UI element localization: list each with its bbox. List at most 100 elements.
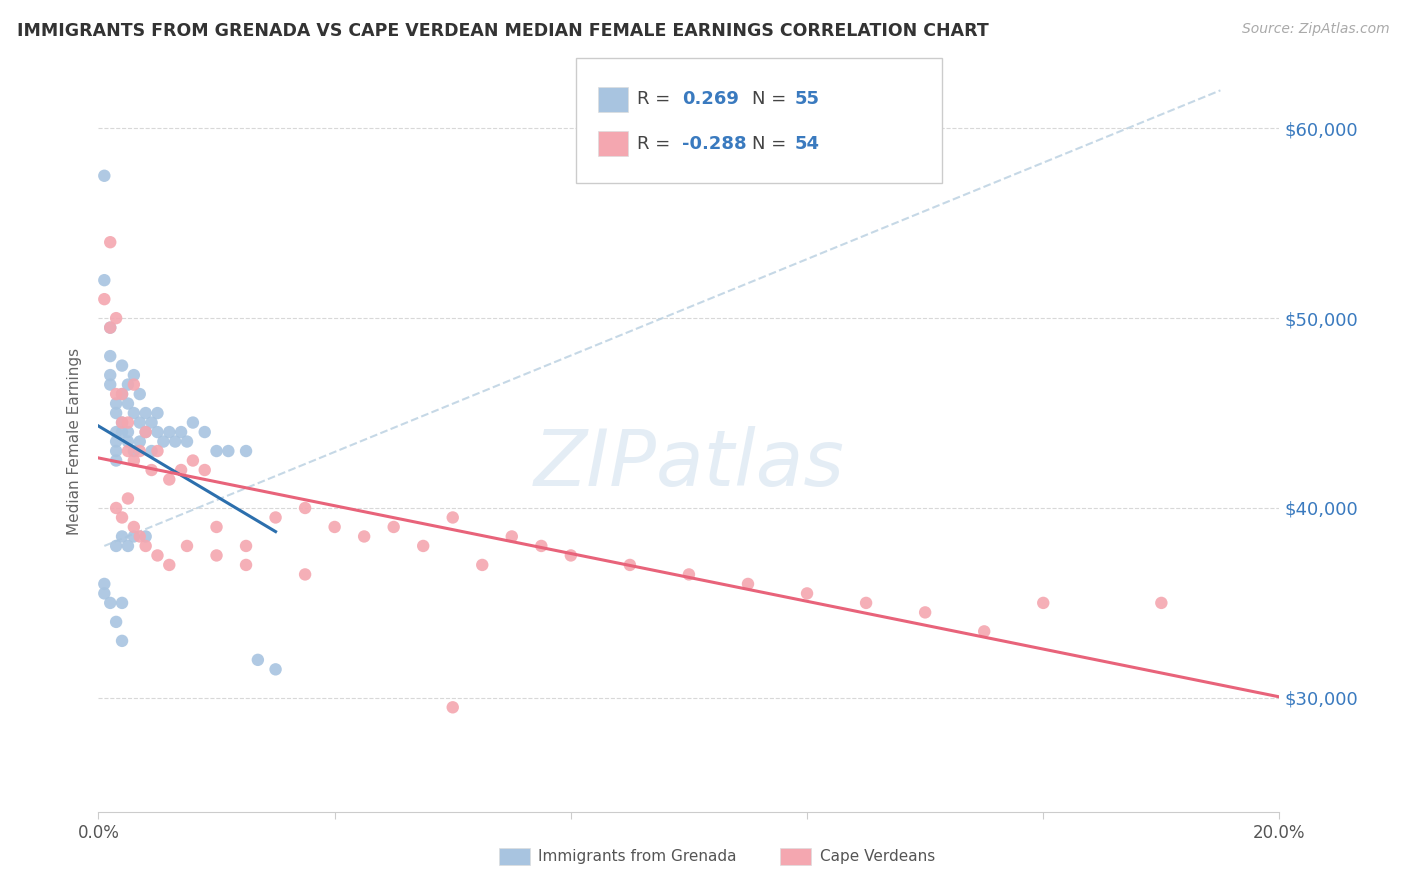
Point	[111, 359, 134, 373]
Text: Cape Verdeans: Cape Verdeans	[820, 849, 935, 864]
Point	[170, 425, 193, 439]
Point	[105, 434, 128, 449]
Point	[235, 444, 257, 458]
Point	[117, 377, 139, 392]
Point	[1150, 596, 1173, 610]
Point	[205, 520, 228, 534]
Point	[105, 539, 128, 553]
Point	[501, 529, 523, 543]
Text: -0.288: -0.288	[682, 135, 747, 153]
Text: 55: 55	[794, 90, 820, 108]
Point	[973, 624, 995, 639]
Point	[122, 406, 145, 420]
Point	[170, 463, 193, 477]
Point	[1032, 596, 1054, 610]
Point	[217, 444, 239, 458]
Point	[128, 416, 150, 430]
Point	[128, 434, 150, 449]
Point	[737, 577, 759, 591]
Text: N =: N =	[752, 135, 792, 153]
Point	[181, 416, 204, 430]
Point	[205, 549, 228, 563]
Point	[117, 539, 139, 553]
Point	[111, 596, 134, 610]
Point	[146, 444, 169, 458]
Point	[264, 510, 287, 524]
Point	[117, 425, 139, 439]
Point	[98, 596, 121, 610]
Point	[117, 491, 139, 506]
Point	[176, 539, 198, 553]
Point	[105, 615, 128, 629]
Point	[98, 320, 121, 334]
Point	[105, 500, 128, 515]
Point	[111, 416, 134, 430]
Point	[105, 396, 128, 410]
Point	[128, 444, 150, 458]
Point	[105, 311, 128, 326]
Point	[412, 539, 434, 553]
Point	[93, 586, 115, 600]
Point	[128, 529, 150, 543]
Point	[176, 434, 198, 449]
Point	[135, 425, 157, 439]
Point	[146, 549, 169, 563]
Text: R =: R =	[637, 135, 676, 153]
Point	[855, 596, 877, 610]
Point	[93, 273, 115, 287]
Text: 0.269: 0.269	[682, 90, 738, 108]
Point	[146, 425, 169, 439]
Point	[93, 169, 115, 183]
Point	[98, 377, 121, 392]
Point	[205, 444, 228, 458]
Point	[181, 453, 204, 467]
Text: Source: ZipAtlas.com: Source: ZipAtlas.com	[1241, 22, 1389, 37]
Point	[122, 520, 145, 534]
Point	[111, 633, 134, 648]
Point	[157, 473, 180, 487]
Point	[93, 292, 115, 306]
Point	[135, 425, 157, 439]
Point	[117, 416, 139, 430]
Point	[111, 425, 134, 439]
Text: ZIPatlas: ZIPatlas	[533, 425, 845, 502]
Text: 54: 54	[794, 135, 820, 153]
Point	[122, 368, 145, 383]
Point	[122, 444, 145, 458]
Point	[105, 453, 128, 467]
Point	[146, 406, 169, 420]
Point	[122, 453, 145, 467]
Point	[382, 520, 405, 534]
Point	[441, 700, 464, 714]
Point	[471, 558, 494, 572]
Text: R =: R =	[637, 90, 676, 108]
Point	[235, 539, 257, 553]
Point	[235, 558, 257, 572]
Point	[122, 529, 145, 543]
Point	[264, 662, 287, 676]
Point	[619, 558, 641, 572]
Point	[111, 387, 134, 401]
Point	[246, 653, 269, 667]
Point	[560, 549, 582, 563]
Point	[105, 387, 128, 401]
Point	[157, 558, 180, 572]
Point	[353, 529, 375, 543]
Point	[111, 416, 134, 430]
Point	[111, 529, 134, 543]
Point	[93, 577, 115, 591]
Point	[98, 320, 121, 334]
Point	[128, 387, 150, 401]
Point	[441, 510, 464, 524]
Text: Immigrants from Grenada: Immigrants from Grenada	[538, 849, 737, 864]
Point	[678, 567, 700, 582]
Point	[914, 606, 936, 620]
Point	[135, 539, 157, 553]
Point	[135, 406, 157, 420]
Point	[98, 368, 121, 383]
Y-axis label: Median Female Earnings: Median Female Earnings	[67, 348, 83, 535]
Point	[117, 444, 139, 458]
Point	[98, 235, 121, 250]
Point	[111, 387, 134, 401]
Point	[294, 500, 316, 515]
